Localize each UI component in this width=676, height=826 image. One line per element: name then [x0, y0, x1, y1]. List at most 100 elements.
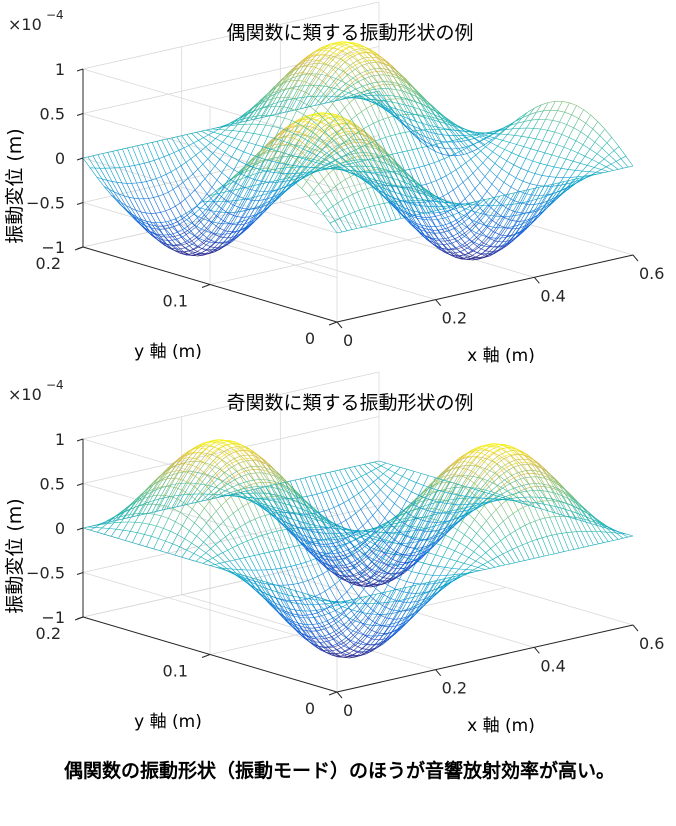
mesh-segment	[347, 53, 353, 58]
mesh-segment	[546, 193, 554, 196]
mesh-segment	[390, 66, 398, 72]
mesh-segment	[397, 211, 406, 219]
mesh-segment	[500, 227, 506, 236]
mesh-segment	[503, 216, 511, 221]
mesh-segment	[210, 242, 216, 248]
mesh-segment	[400, 78, 408, 84]
mesh-segment	[277, 100, 283, 103]
mesh-segment	[431, 237, 439, 240]
mesh-segment	[266, 144, 275, 148]
mesh-segment	[354, 173, 362, 177]
mesh-segment	[260, 134, 268, 137]
mesh-segment	[264, 191, 273, 204]
mesh-segment	[319, 118, 326, 122]
mesh-segment	[293, 137, 301, 142]
mesh-segment	[338, 142, 345, 147]
mesh-segment	[372, 157, 378, 159]
mesh-segment	[419, 188, 426, 195]
mesh-segment	[454, 236, 460, 240]
mesh-segment	[555, 190, 561, 198]
mesh-segment	[348, 627, 354, 632]
mesh-segment	[139, 224, 148, 232]
mesh-segment	[356, 45, 362, 49]
mesh-segment	[204, 214, 212, 223]
mesh-segment	[376, 142, 384, 150]
mesh-segment	[499, 156, 507, 162]
mesh-segment	[464, 198, 473, 210]
mesh-segment	[434, 239, 443, 249]
mesh-segment	[320, 199, 329, 210]
mesh-segment	[268, 147, 276, 160]
mesh-segment	[481, 197, 490, 207]
mesh-segment	[445, 238, 451, 244]
mesh-segment	[512, 203, 518, 205]
mesh-segment	[224, 240, 230, 243]
mesh-segment	[449, 129, 457, 140]
mesh-segment	[358, 165, 364, 173]
mesh-segment	[423, 219, 429, 227]
mesh-segment	[497, 145, 505, 150]
mesh-segment	[486, 133, 495, 139]
mesh-segment	[379, 84, 385, 86]
mesh-segment	[355, 620, 361, 623]
mesh-segment	[187, 210, 193, 216]
mesh-segment	[326, 127, 335, 137]
mesh-segment	[366, 594, 372, 597]
mesh-segment	[380, 186, 386, 195]
mesh-segment	[383, 203, 392, 221]
mesh-segment	[347, 163, 356, 172]
mesh-segment	[193, 140, 199, 144]
mesh-segment	[308, 195, 317, 205]
mesh-segment	[203, 243, 211, 248]
mesh-segment	[422, 123, 428, 132]
mesh-segment	[328, 116, 336, 119]
mesh-segment	[165, 210, 173, 225]
mesh-segment	[339, 107, 345, 114]
mesh-segment	[219, 152, 225, 160]
mesh-segment	[360, 45, 368, 53]
mesh-segment	[618, 537, 624, 540]
mesh-segment	[343, 85, 351, 92]
mesh-segment	[287, 98, 293, 101]
mesh-segment	[142, 226, 150, 232]
mesh-segment	[329, 135, 335, 140]
mesh-segment	[421, 147, 430, 165]
mesh-segment	[508, 173, 517, 179]
mesh-segment	[286, 176, 295, 187]
mesh-segment	[534, 186, 540, 189]
mesh-segment	[311, 170, 319, 174]
mesh-segment	[320, 64, 329, 75]
mesh-segment	[144, 161, 150, 164]
mesh-segment	[472, 173, 481, 183]
mesh-segment	[287, 134, 293, 136]
mesh-segment	[524, 114, 530, 122]
mesh-segment	[257, 194, 263, 197]
mesh-segment	[437, 229, 443, 231]
mesh-segment	[568, 127, 574, 138]
mesh-segment	[204, 232, 212, 241]
mesh-segment	[331, 58, 339, 65]
mesh-segment	[449, 550, 455, 560]
mesh-segment	[519, 193, 526, 204]
mesh-segment	[285, 134, 293, 146]
mesh-segment	[435, 214, 441, 217]
mesh-segment	[107, 151, 113, 153]
mesh-segment	[218, 220, 224, 228]
mesh-segment	[243, 167, 249, 171]
mesh-segment	[468, 146, 476, 156]
mesh-segment	[246, 221, 252, 228]
mesh-segment	[400, 133, 408, 151]
mesh-segment	[179, 232, 185, 236]
mesh-segment	[493, 216, 501, 228]
mesh-segment	[486, 514, 492, 521]
mesh-segment	[199, 178, 206, 185]
mesh-segment	[219, 244, 228, 250]
mesh-segment	[386, 95, 394, 97]
mesh-segment	[259, 159, 266, 170]
mesh-segment	[375, 642, 381, 645]
mesh-segment	[249, 103, 258, 110]
mesh-segment	[536, 110, 544, 113]
mesh-segment	[498, 520, 504, 526]
mesh-segment	[381, 71, 387, 73]
mesh-segment	[97, 177, 103, 180]
